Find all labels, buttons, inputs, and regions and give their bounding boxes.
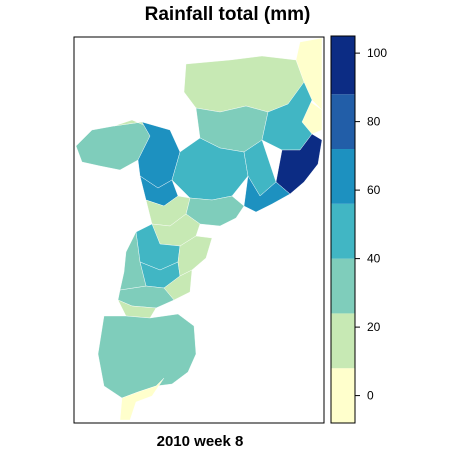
legend-color-bin [331,203,355,259]
legend-tick-label: 60 [367,183,381,197]
legend-color-bin [331,258,355,314]
district-region [183,55,305,113]
map-caption: 2010 week 8 [156,433,244,450]
legend-tick-label: 100 [367,46,387,60]
legend-color-bin [331,36,355,95]
legend-tick-label: 0 [367,389,374,403]
district-region [119,377,165,421]
district-region [97,313,197,399]
legend-color-bin [331,313,355,369]
color-legend: 0 20 40 60 80 100 [330,35,387,424]
legend-tick-label: 20 [367,320,381,334]
district-region [177,235,213,277]
legend-tick-label: 40 [367,252,381,266]
district-region [117,299,157,319]
district-region [119,231,147,291]
district-region [261,81,313,151]
legend-color-bin [331,149,355,204]
legend-color-bin [331,368,355,423]
region-layer [75,37,323,421]
legend-color-bin [331,94,355,150]
legend-tick-label: 80 [367,115,381,129]
legend-frame [330,35,356,424]
district-region [243,175,291,213]
chart-title: Rainfall total (mm) [144,4,311,25]
